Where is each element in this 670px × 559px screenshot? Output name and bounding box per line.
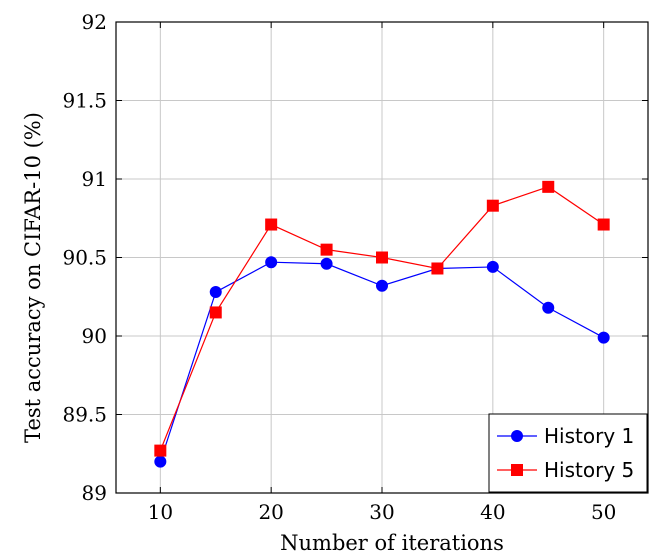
- y-tick-label: 89.5: [62, 403, 107, 427]
- y-tick-label: 90.5: [62, 246, 107, 270]
- x-tick-label: 30: [369, 500, 394, 524]
- y-tick-label: 89: [82, 481, 107, 505]
- data-point: [376, 279, 388, 292]
- legend: History 1 History 5: [488, 413, 648, 493]
- data-point: [376, 251, 388, 264]
- data-point: [542, 301, 555, 314]
- data-point: [320, 257, 333, 270]
- data-point: [154, 455, 167, 468]
- legend-label: History 5: [544, 458, 634, 482]
- data-point: [209, 286, 222, 299]
- y-axis-label: Test accuracy on CIFAR-10 (%): [21, 112, 45, 443]
- data-point: [597, 218, 610, 231]
- data-point: [209, 306, 222, 319]
- legend-item: History 1: [497, 424, 634, 448]
- x-tick-label: 50: [591, 500, 616, 524]
- series-layer: [154, 180, 610, 468]
- legend-label: History 1: [544, 424, 634, 448]
- tick-labels: 10 20 30 40 50 89 89.5 90 90.5 91 91.5 92: [62, 10, 648, 524]
- legend-box: [488, 413, 648, 493]
- legend-marker: [511, 430, 523, 442]
- legend-marker: [511, 464, 523, 476]
- x-tick-label: 20: [258, 500, 283, 524]
- x-axis-label: Number of iterations: [280, 531, 504, 555]
- y-tick-label: 91.5: [62, 89, 107, 113]
- y-tick-label: 90: [82, 324, 107, 348]
- x-tick-label: 10: [148, 500, 173, 524]
- legend-item: History 5: [497, 458, 634, 482]
- data-point: [320, 243, 333, 256]
- data-point: [431, 262, 444, 275]
- data-point: [265, 256, 278, 269]
- data-point: [486, 260, 499, 273]
- data-point: [486, 199, 499, 212]
- x-tick-label: 40: [480, 500, 505, 524]
- data-point: [154, 444, 167, 457]
- y-tick-label: 91: [82, 167, 107, 191]
- series-2: [154, 180, 610, 457]
- data-point: [597, 331, 610, 344]
- data-point: [265, 218, 278, 231]
- data-point: [542, 180, 555, 193]
- y-tick-label: 92: [82, 10, 107, 34]
